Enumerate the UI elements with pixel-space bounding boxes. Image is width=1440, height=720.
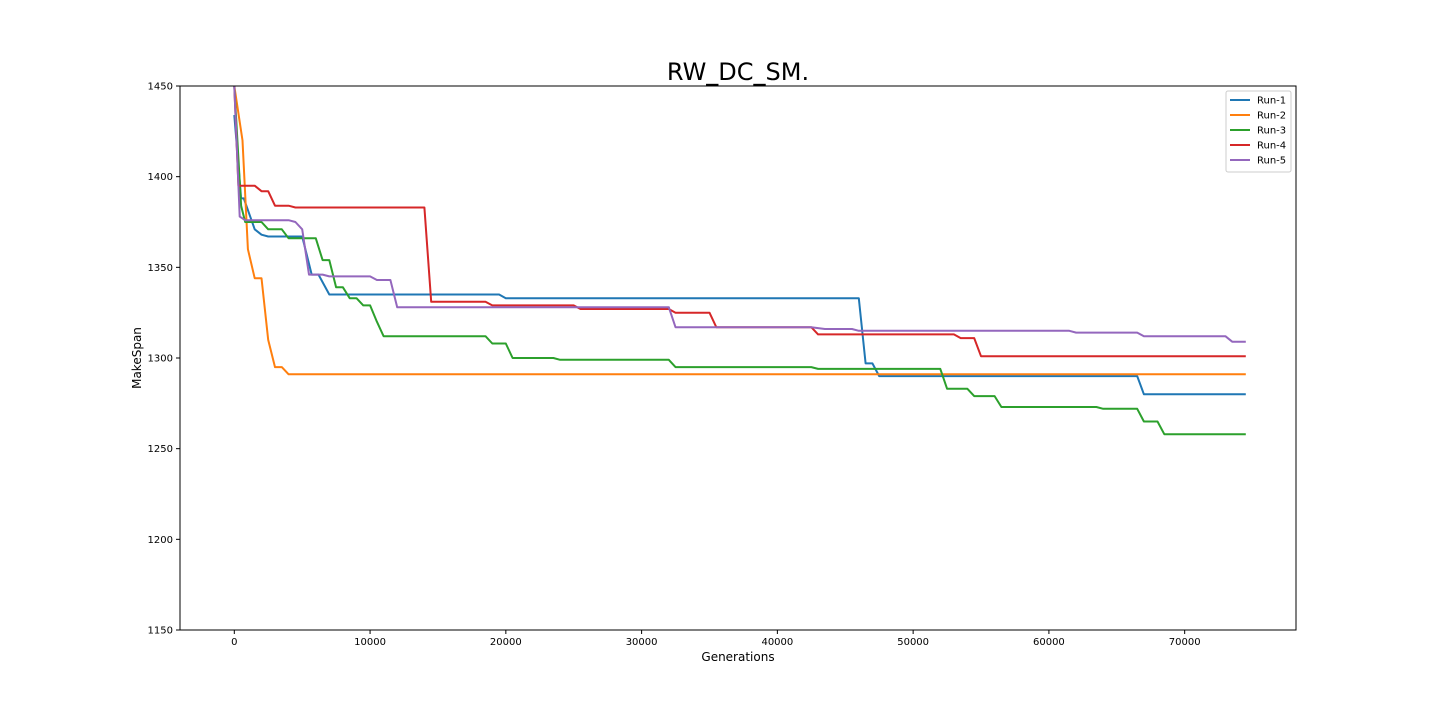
- x-tick-label: 10000: [354, 637, 386, 648]
- x-tick-label: 50000: [897, 637, 929, 648]
- series-line-run-5: [233, 86, 1246, 343]
- chart-title: RW_DC_SM.: [667, 58, 809, 86]
- x-tick-label: 70000: [1169, 637, 1201, 648]
- y-tick-label: 1250: [148, 444, 173, 455]
- series-line-run-3: [233, 86, 1246, 436]
- legend-label-run-5: Run-5: [1257, 156, 1286, 167]
- legend-label-run-1: Run-1: [1257, 96, 1286, 107]
- x-tick-label: 60000: [1033, 637, 1065, 648]
- legend: Run-1 Run-2 Run-3 Run-4 Run-5: [1225, 90, 1292, 173]
- legend-label-run-4: Run-4: [1257, 141, 1286, 152]
- series-line-run-4: [233, 86, 1246, 358]
- y-tick-label: 1350: [148, 263, 173, 274]
- y-tick-label: 1200: [148, 535, 173, 546]
- x-axis-label: Generations: [701, 650, 774, 664]
- plot-frame: [179, 85, 1297, 631]
- y-axis-label: MakeSpan: [130, 327, 144, 389]
- legend-label-run-2: Run-2: [1257, 111, 1286, 122]
- y-tick-label: 1450: [148, 82, 173, 93]
- legend-label-run-3: Run-3: [1257, 126, 1286, 137]
- series-line-run-2: [233, 86, 1246, 376]
- x-tick-label: 40000: [761, 637, 793, 648]
- series-line-run-1: [233, 114, 1246, 396]
- x-tick-label: 30000: [626, 637, 658, 648]
- y-tick-label: 1300: [148, 354, 173, 365]
- x-tick-label: 20000: [490, 637, 522, 648]
- y-tick-label: 1400: [148, 172, 173, 183]
- y-tick-label: 1150: [148, 626, 173, 637]
- legend-box: [1225, 90, 1292, 173]
- x-tick-label: 0: [231, 637, 237, 648]
